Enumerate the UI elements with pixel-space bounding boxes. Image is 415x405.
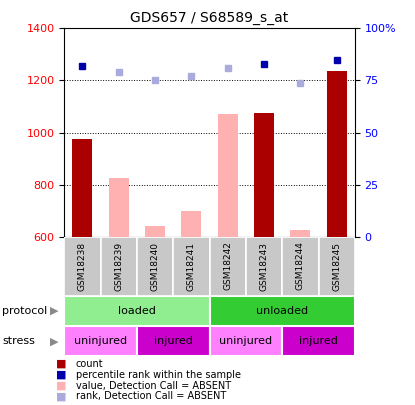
Text: percentile rank within the sample: percentile rank within the sample [76,370,241,379]
Text: uninjured: uninjured [74,336,127,346]
Bar [145,226,165,237]
Text: ■: ■ [56,359,66,369]
Bar [210,296,355,326]
Bar [218,114,238,237]
Title: GDS657 / S68589_s_at: GDS657 / S68589_s_at [130,11,289,25]
Bar [210,237,246,296]
Text: GSM18240: GSM18240 [151,242,160,291]
Text: ■: ■ [56,381,66,390]
Text: GSM18245: GSM18245 [332,242,341,291]
Bar [290,230,310,237]
Text: ■: ■ [56,392,66,401]
Text: ■: ■ [56,370,66,379]
Text: GSM18238: GSM18238 [78,242,87,291]
Bar [73,139,93,237]
Text: GSM18239: GSM18239 [114,242,123,291]
Text: GSM18242: GSM18242 [223,242,232,290]
Bar [137,326,210,356]
Bar [100,237,137,296]
Bar [282,326,355,356]
Bar [319,237,355,296]
Bar [137,237,173,296]
Text: stress: stress [2,336,35,346]
Bar [282,237,319,296]
Text: count: count [76,359,104,369]
Bar [254,113,274,237]
Bar [181,211,201,237]
Text: value, Detection Call = ABSENT: value, Detection Call = ABSENT [76,381,231,390]
Bar [246,237,282,296]
Text: unloaded: unloaded [256,306,308,316]
Text: GSM18241: GSM18241 [187,242,196,291]
Text: GSM18243: GSM18243 [259,242,269,291]
Text: injured: injured [154,336,193,346]
Text: protocol: protocol [2,306,47,316]
Bar [210,326,282,356]
Text: ▶: ▶ [50,306,58,316]
Bar [64,237,101,296]
Text: ▶: ▶ [50,336,58,346]
Bar [64,296,210,326]
Bar [64,326,137,356]
Text: uninjured: uninjured [219,336,273,346]
Text: GSM18244: GSM18244 [296,242,305,290]
Bar [327,71,347,237]
Bar [173,237,210,296]
Bar [109,178,129,237]
Text: rank, Detection Call = ABSENT: rank, Detection Call = ABSENT [76,392,226,401]
Text: loaded: loaded [118,306,156,316]
Text: injured: injured [299,336,338,346]
